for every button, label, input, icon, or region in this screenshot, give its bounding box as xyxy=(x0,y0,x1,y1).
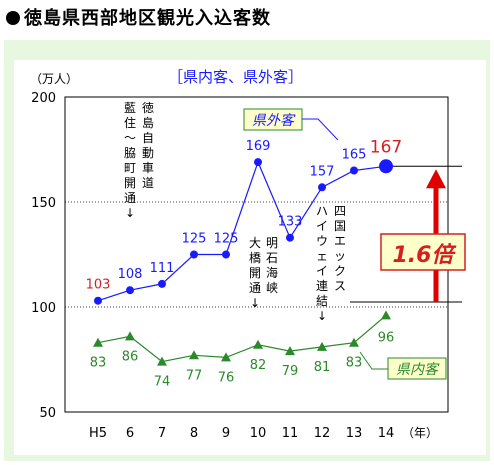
data-label: 111 xyxy=(150,261,175,276)
annotation-akashi-1: 明石海峡 xyxy=(266,236,278,295)
data-point xyxy=(381,310,391,320)
chart-subtitle: ［県内客、県外客］ xyxy=(168,68,303,86)
data-label: 125 xyxy=(182,232,207,247)
data-point xyxy=(221,352,231,362)
legend-label-inner: 県内客 xyxy=(396,362,440,378)
data-point xyxy=(253,339,263,349)
annotation-shikoku-2: ハイウェイ連結↓ xyxy=(316,204,328,323)
legend-leader-inner xyxy=(359,351,388,370)
y-tick-label: 150 xyxy=(31,196,56,211)
ratio-callout-label: 1.6倍 xyxy=(393,242,457,268)
data-point xyxy=(189,350,199,360)
annotation-expressway-1: 徳島自動車道 xyxy=(142,100,154,190)
x-tick-label: 8 xyxy=(190,426,198,441)
data-label: 103 xyxy=(86,278,111,293)
x-tick-label: 6 xyxy=(126,426,134,441)
data-label: 83 xyxy=(90,356,107,371)
series-line-0 xyxy=(97,160,387,302)
x-tick-label: 11 xyxy=(282,426,299,441)
x-tick-label: 12 xyxy=(314,426,331,441)
series-line-1 xyxy=(97,314,387,363)
data-point xyxy=(125,331,135,341)
data-label: 165 xyxy=(342,148,367,163)
data-label: 76 xyxy=(218,370,235,385)
data-point xyxy=(318,183,326,192)
data-point xyxy=(126,286,134,295)
data-point xyxy=(254,158,262,167)
data-label: 74 xyxy=(154,375,171,390)
page-title: 徳島県西部地区観光入込客数 xyxy=(6,4,271,30)
annotation-shikoku-1: 四国エックス xyxy=(334,204,346,293)
data-point xyxy=(93,337,103,347)
data-label: 82 xyxy=(250,358,267,373)
y-tick-label: 50 xyxy=(39,406,56,421)
x-tick-label: H5 xyxy=(89,426,107,441)
y-axis-label: （万人） xyxy=(30,72,78,86)
x-tick-label: 9 xyxy=(222,426,230,441)
data-point xyxy=(350,166,358,175)
data-point xyxy=(286,233,294,242)
data-label: 83 xyxy=(346,356,363,371)
legend-label-outer: 県外客 xyxy=(252,113,296,129)
data-label: 108 xyxy=(118,267,143,282)
data-label: 167 xyxy=(370,137,402,157)
data-point xyxy=(94,296,102,305)
x-tick-label: 13 xyxy=(346,426,363,441)
y-tick-label: 200 xyxy=(31,91,56,106)
y-tick-label: 100 xyxy=(31,301,56,316)
ratio-callout-box xyxy=(380,233,466,271)
data-point xyxy=(157,356,167,366)
data-label: 133 xyxy=(278,215,303,230)
data-label: 77 xyxy=(186,368,203,383)
data-label: 125 xyxy=(214,232,239,247)
annotation-akashi-2: 大橋開通↓ xyxy=(249,236,261,310)
data-label: 157 xyxy=(310,164,335,179)
data-label: 96 xyxy=(378,330,395,345)
x-tick-label: 14 xyxy=(378,426,395,441)
x-axis-unit: （年） xyxy=(402,426,438,440)
data-point xyxy=(349,337,359,347)
data-point xyxy=(190,250,198,259)
x-tick-label: 10 xyxy=(250,426,267,441)
data-point xyxy=(379,159,393,174)
data-point xyxy=(158,279,166,288)
legend-leader-outer xyxy=(302,118,339,141)
bullet-icon xyxy=(6,11,20,25)
page-title-text: 徳島県西部地区観光入込客数 xyxy=(24,8,271,29)
data-label: 81 xyxy=(314,360,331,375)
data-label: 79 xyxy=(282,364,299,379)
data-point xyxy=(317,341,327,351)
ratio-arrow-head xyxy=(426,169,446,189)
data-label: 86 xyxy=(122,349,139,364)
annotation-expressway-2: 藍住～脇町開通↓ xyxy=(124,101,136,220)
data-label: 169 xyxy=(246,139,271,154)
data-point xyxy=(285,346,295,356)
data-point xyxy=(222,250,230,259)
x-tick-label: 7 xyxy=(158,426,166,441)
